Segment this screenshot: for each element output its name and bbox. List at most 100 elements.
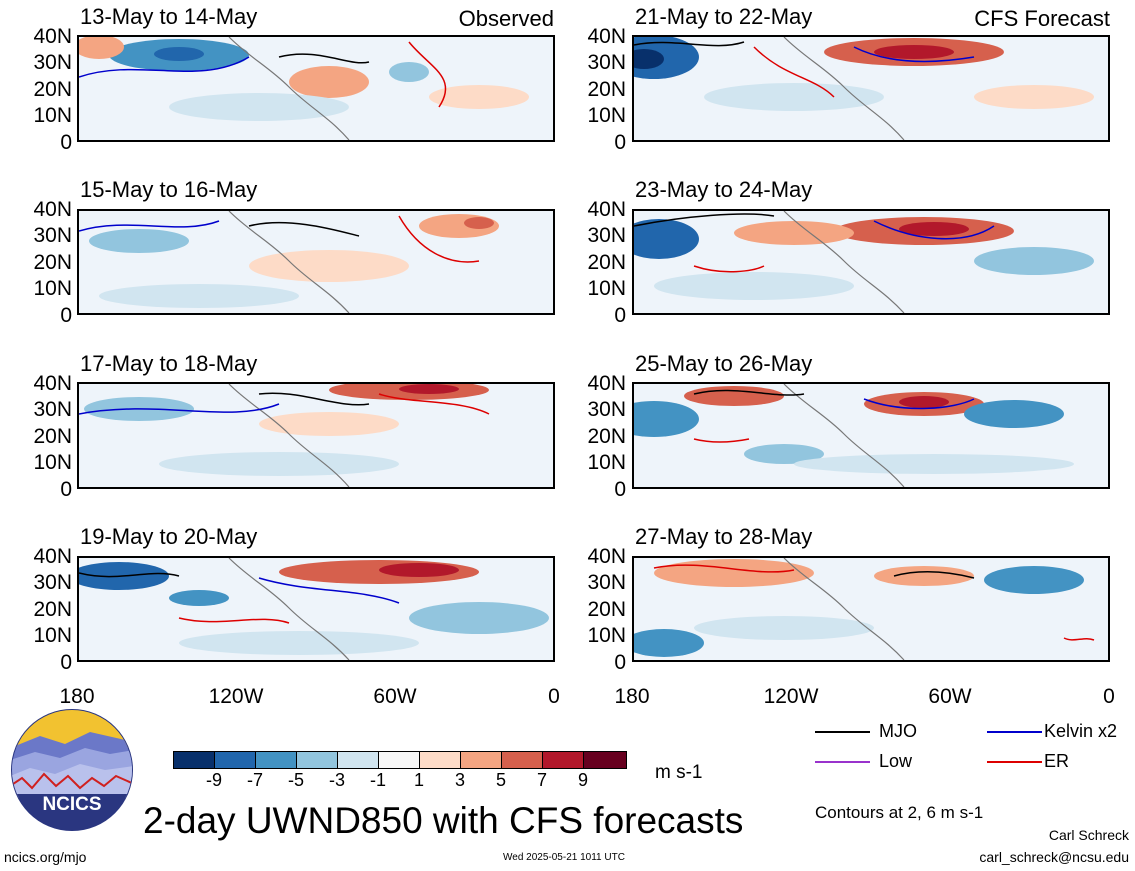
lat-label: 40N (33, 545, 72, 568)
lon-label: 180 (59, 685, 95, 708)
lon-label: 120W (208, 685, 264, 708)
author-name: Carl Schreck (1048, 827, 1129, 843)
colorbar-swatch (583, 751, 627, 769)
lat-label: 10N (587, 104, 626, 127)
lat-label: 0 (60, 304, 72, 327)
map-panel-5 (632, 35, 1110, 142)
lat-label: 0 (60, 478, 72, 501)
colorbar-label: 5 (495, 770, 506, 790)
colorbar-swatch (255, 751, 297, 769)
colorbar-label: 9 (577, 770, 588, 790)
lat-label: 20N (587, 251, 626, 274)
panel-title-4: 19-May to 20-May (80, 524, 258, 549)
colorbar: -9 -7 -5 -3 -1 1 3 5 7 9 (173, 751, 627, 791)
colorbar-label: -9 (205, 770, 222, 790)
colorbar-swatch (337, 751, 379, 769)
lat-label: 20N (33, 598, 72, 621)
contours-note: Contours at 2, 6 m s-1 (815, 803, 984, 822)
lat-label: 0 (614, 131, 626, 154)
lon-label: 60W (373, 685, 417, 708)
lon-label: 60W (928, 685, 972, 708)
lon-label: 0 (548, 685, 560, 708)
colorbar-label: -7 (246, 770, 263, 790)
lat-label: 40N (587, 25, 626, 48)
legend-label-er: ER (1044, 751, 1070, 771)
legend-label-low: Low (879, 751, 913, 771)
lon-label: 180 (614, 685, 650, 708)
lat-label: 30N (587, 398, 626, 421)
panel-title-7: 25-May to 26-May (635, 351, 813, 376)
lat-label: 40N (33, 198, 72, 221)
colorbar-units: m s-1 (655, 762, 703, 783)
lat-label: 40N (33, 25, 72, 48)
lat-label: 0 (614, 478, 626, 501)
site-url: ncics.org/mjo (4, 849, 87, 865)
map-panel-4 (77, 556, 555, 662)
map-panel-2 (77, 209, 555, 315)
panel-title-8: 27-May to 28-May (635, 524, 813, 549)
lat-label: 10N (33, 624, 72, 647)
lat-label: 0 (614, 651, 626, 674)
timestamp: Wed 2025-05-21 1011 UTC (503, 852, 625, 863)
lat-label: 40N (587, 545, 626, 568)
lat-label: 30N (587, 571, 626, 594)
colorbar-swatch (378, 751, 420, 769)
colorbar-label: 3 (454, 770, 465, 790)
colorbar-swatch (501, 751, 543, 769)
lat-label: 10N (587, 624, 626, 647)
lat-label: 10N (587, 451, 626, 474)
colorbar-swatch (542, 751, 584, 769)
colorbar-swatch (214, 751, 256, 769)
legend-line-er (987, 761, 1042, 763)
lat-label: 40N (587, 198, 626, 221)
author-email: carl_schreck@ncsu.edu (979, 849, 1129, 865)
panel-title-5: 21-May to 22-May (635, 4, 813, 29)
lat-label: 20N (587, 425, 626, 448)
lat-label: 10N (33, 104, 72, 127)
lat-label: 30N (587, 224, 626, 247)
colorbar-swatch (296, 751, 338, 769)
lat-label: 20N (587, 598, 626, 621)
lat-label: 40N (587, 372, 626, 395)
colorbar-swatch (173, 751, 215, 769)
colorbar-label: -1 (369, 770, 386, 790)
lon-label: 120W (763, 685, 819, 708)
observed-tag: Observed (458, 6, 554, 31)
main-title: 2-day UWND850 with CFS forecasts (143, 800, 744, 841)
colorbar-label: -3 (328, 770, 345, 790)
colorbar-label: -5 (287, 770, 304, 790)
logo-text: NCICS (42, 794, 101, 815)
lat-label: 20N (33, 78, 72, 101)
legend-line-low (815, 761, 870, 763)
lat-label: 40N (33, 372, 72, 395)
lat-label: 0 (60, 131, 72, 154)
map-panel-3 (77, 382, 555, 489)
lat-label: 30N (33, 224, 72, 247)
lat-label: 30N (33, 571, 72, 594)
colorbar-label: 1 (413, 770, 424, 790)
lat-label: 30N (33, 398, 72, 421)
legend-line-mjo (815, 731, 870, 733)
lat-label: 10N (33, 451, 72, 474)
colorbar-label: 7 (536, 770, 547, 790)
panel-title-6: 23-May to 24-May (635, 177, 813, 202)
lon-label: 0 (1103, 685, 1115, 708)
lat-label: 10N (33, 277, 72, 300)
cfs-forecast-tag: CFS Forecast (974, 6, 1110, 31)
legend-line-kelvin (987, 731, 1042, 733)
contour-legend: MJO Kelvin x2 Low ER (815, 718, 1135, 778)
lat-label: 0 (60, 651, 72, 674)
lat-label: 30N (587, 51, 626, 74)
map-panel-8 (632, 556, 1110, 662)
lat-label: 20N (33, 425, 72, 448)
lat-label: 20N (33, 251, 72, 274)
lat-label: 20N (587, 78, 626, 101)
map-panel-6 (632, 209, 1110, 315)
colorbar-swatch (419, 751, 461, 769)
panel-title-3: 17-May to 18-May (80, 351, 258, 376)
map-panel-1 (77, 35, 555, 142)
panel-title-2: 15-May to 16-May (80, 177, 258, 202)
legend-label-mjo: MJO (879, 721, 917, 741)
panel-title-1: 13-May to 14-May (80, 4, 258, 29)
ncics-logo: NCICS (10, 708, 134, 832)
